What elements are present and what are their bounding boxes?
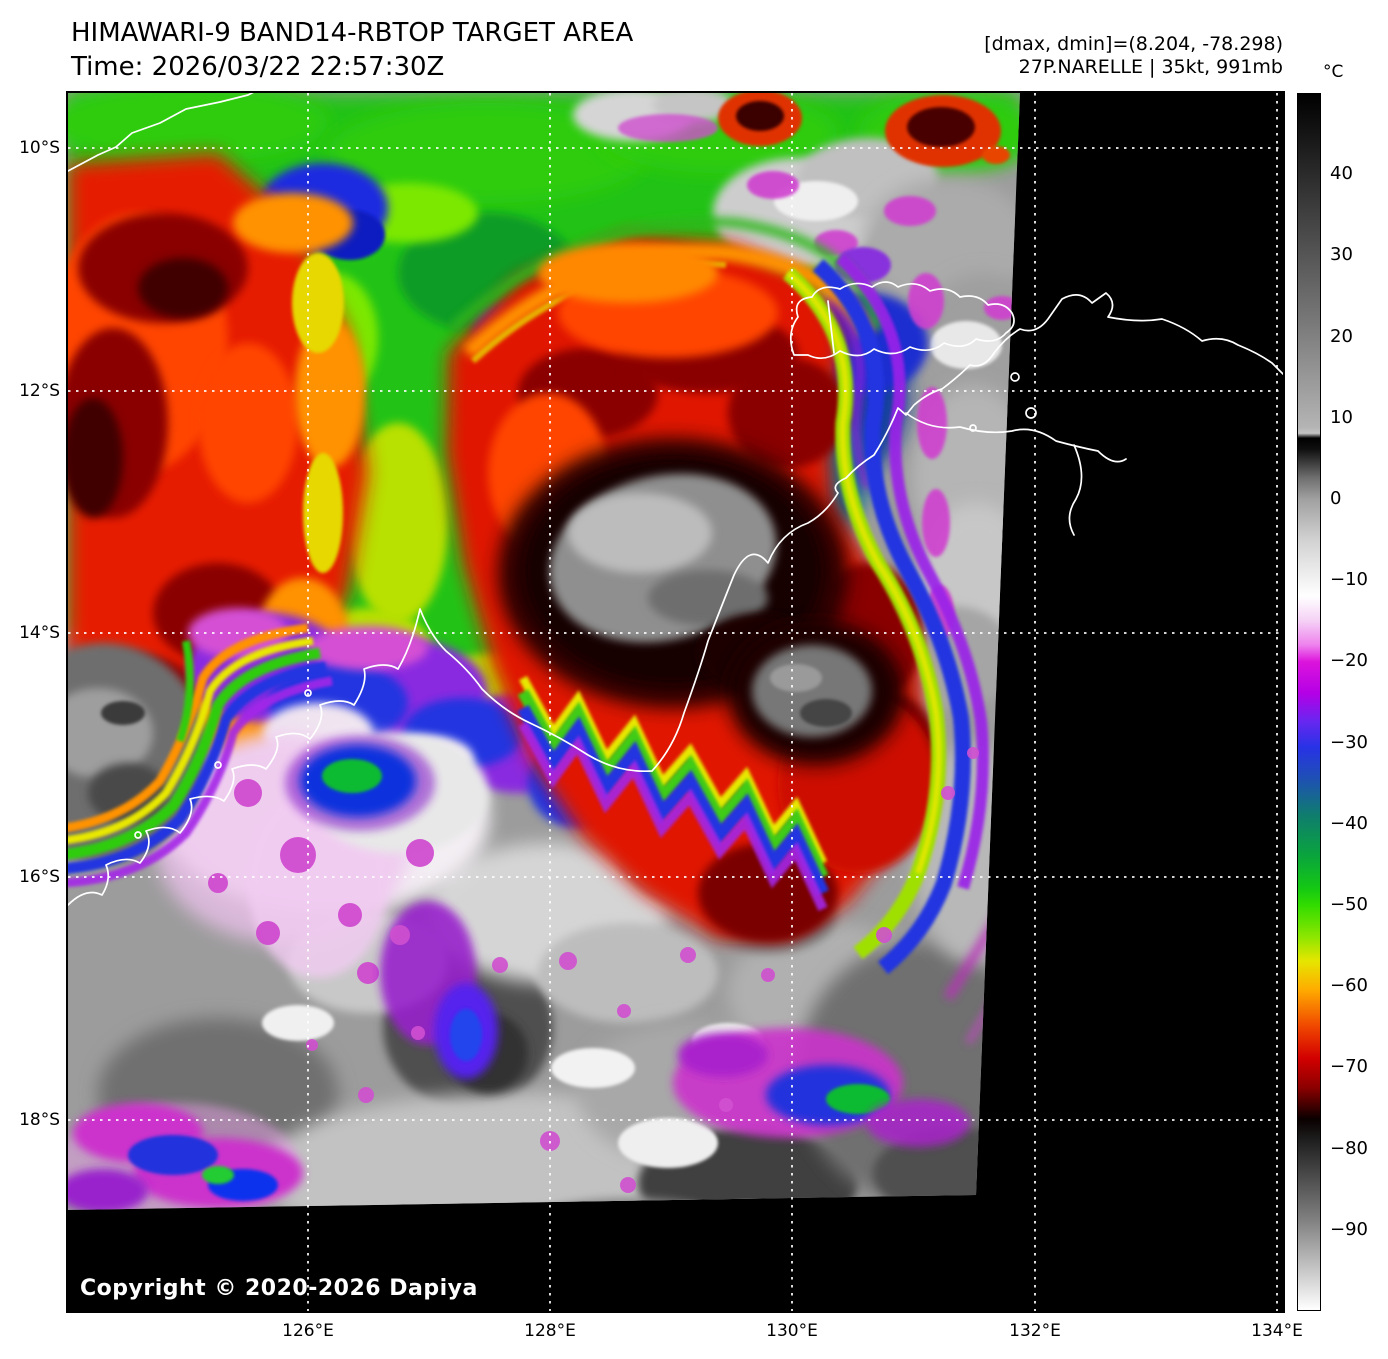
cb-tick-20: 20 <box>1330 326 1353 347</box>
cb-tick-m70: −70 <box>1330 1056 1368 1077</box>
cb-tick-40: 40 <box>1330 163 1353 184</box>
storm-info-annotation: 27P.NARELLE | 35kt, 991mb <box>1018 56 1283 78</box>
lat-tick-14s: 14°S <box>19 623 60 643</box>
dmax-dmin-annotation: [dmax, dmin]=(8.204, -78.298) <box>984 33 1283 55</box>
lat-tick-10s: 10°S <box>19 138 60 158</box>
lon-tick-134e: 134°E <box>1251 1321 1303 1341</box>
cb-tick-m30: −30 <box>1330 732 1368 753</box>
lon-tick-128e: 128°E <box>524 1321 576 1341</box>
lat-tick-12s: 12°S <box>19 381 60 401</box>
page-title: HIMAWARI-9 BAND14-RBTOP TARGET AREA <box>71 18 634 48</box>
lat-tick-16s: 16°S <box>19 867 60 887</box>
copyright-watermark: Copyright © 2020-2026 Dapiya <box>80 1276 478 1301</box>
colorbar <box>1297 93 1321 1311</box>
cloud-art <box>68 93 1020 1210</box>
colorbar-unit-label: °C <box>1323 62 1344 82</box>
cb-tick-10: 10 <box>1330 407 1353 428</box>
lon-tick-126e: 126°E <box>282 1321 334 1341</box>
timestamp: Time: 2026/03/22 22:57:30Z <box>71 52 445 82</box>
lat-tick-18s: 18°S <box>19 1110 60 1130</box>
cb-tick-m60: −60 <box>1330 975 1368 996</box>
satellite-map: Copyright © 2020-2026 Dapiya <box>66 91 1285 1313</box>
cb-tick-m10: −10 <box>1330 569 1368 590</box>
cb-tick-m80: −80 <box>1330 1138 1368 1159</box>
cb-tick-30: 30 <box>1330 244 1353 265</box>
cb-tick-0: 0 <box>1330 488 1342 509</box>
lon-tick-132e: 132°E <box>1009 1321 1061 1341</box>
cb-tick-m90: −90 <box>1330 1219 1368 1240</box>
cb-tick-m50: −50 <box>1330 894 1368 915</box>
cb-tick-m20: −20 <box>1330 650 1368 671</box>
coastline-overlay <box>68 93 1283 906</box>
lon-tick-130e: 130°E <box>766 1321 818 1341</box>
gridlines <box>68 93 1283 1311</box>
satellite-image <box>68 93 1283 1311</box>
cb-tick-m40: −40 <box>1330 813 1368 834</box>
